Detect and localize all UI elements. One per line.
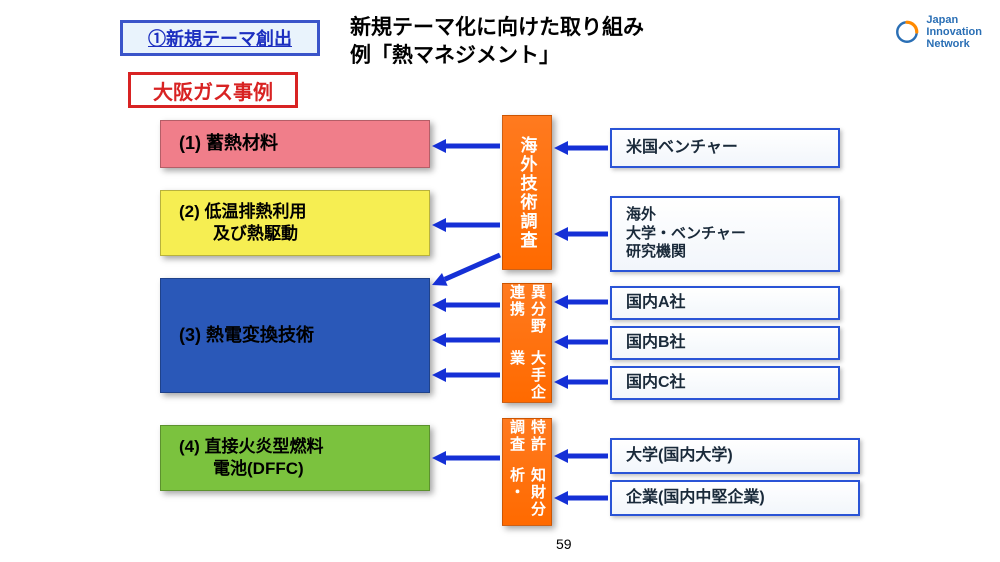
right-box-6: 大学(国内大学) xyxy=(610,438,860,474)
logo-l3: Network xyxy=(926,38,982,50)
right-box-3: 国内A社 xyxy=(610,286,840,320)
logo: Japan Innovation Network xyxy=(894,14,982,50)
page-number: 59 xyxy=(556,536,572,552)
mid-box-3: 特許調査知財分析・ xyxy=(502,418,552,526)
mid-box-1: 海外技術調査 xyxy=(502,115,552,270)
section-tag-text: ①新規テーマ創出 xyxy=(148,25,292,51)
case-label-text: 大阪ガス事例 xyxy=(153,76,273,105)
section-tag: ①新規テーマ創出 xyxy=(120,20,320,56)
logo-l2: Innovation xyxy=(926,26,982,38)
right-box-5: 国内C社 xyxy=(610,366,840,400)
right-box-1: 米国ベンチャー xyxy=(610,128,840,168)
right-box-4: 国内B社 xyxy=(610,326,840,360)
logo-icon xyxy=(894,19,920,45)
left-box-1: (1) 蓄熱材料 xyxy=(160,120,430,168)
left-box-3: (3) 熱電変換技術 xyxy=(160,278,430,393)
case-label: 大阪ガス事例 xyxy=(128,72,298,108)
mid-box-2: 異分野連携大手企業 xyxy=(502,283,552,403)
slide-title: 新規テーマ化に向けた取り組み 例「熱マネジメント」 xyxy=(350,14,644,71)
left-box-4: (4) 直接火炎型燃料 電池(DFFC) xyxy=(160,425,430,491)
left-box-2: (2) 低温排熱利用 及び熱駆動 xyxy=(160,190,430,256)
title-line1: 新規テーマ化に向けた取り組み xyxy=(350,14,644,42)
right-box-7: 企業(国内中堅企業) xyxy=(610,480,860,516)
title-line2: 例「熱マネジメント」 xyxy=(350,42,644,70)
logo-l1: Japan xyxy=(926,14,982,26)
right-box-2: 海外 大学・ベンチャー 研究機関 xyxy=(610,196,840,272)
